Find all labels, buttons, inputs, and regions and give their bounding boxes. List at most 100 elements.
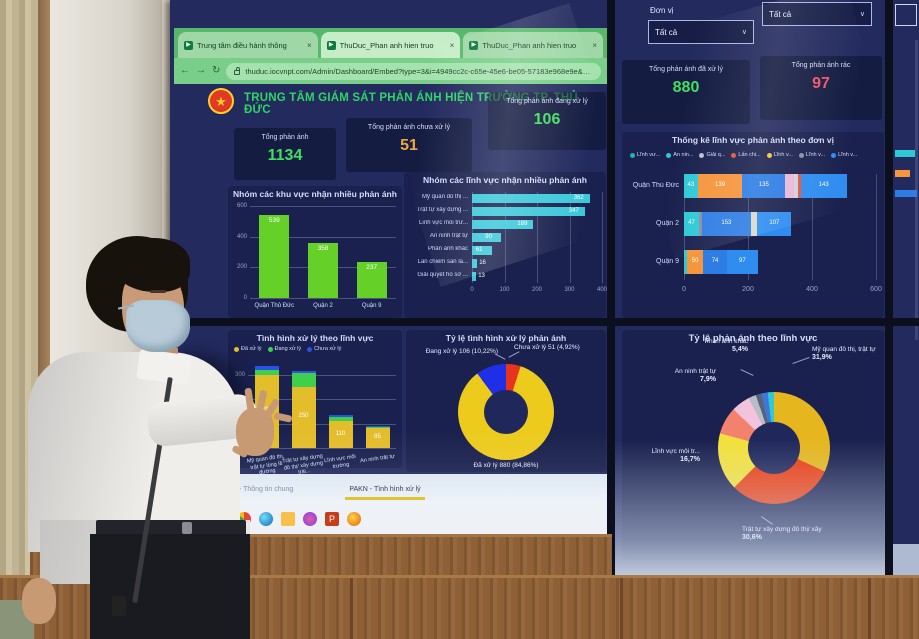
report-page-tab-active[interactable]: PAKN - Tình hình xử lý — [345, 485, 426, 500]
search-icon[interactable] — [200, 514, 210, 524]
stacked-segment[interactable]: 47 — [684, 212, 699, 236]
donut-label: Trật tự xây dựng đô thị/ xây 30,6% — [742, 526, 822, 541]
stacked-segment[interactable] — [798, 174, 801, 198]
start-button-icon[interactable] — [178, 512, 192, 526]
bar[interactable] — [472, 219, 534, 229]
stacked-segment[interactable]: 43 — [684, 174, 698, 198]
close-icon[interactable]: × — [449, 40, 455, 50]
stacked-segment[interactable] — [699, 212, 702, 236]
chart-fields-hbar: Nhóm các lĩnh vực nhận nhiều phản ánh 0 1… — [404, 172, 607, 318]
bar[interactable] — [472, 206, 585, 216]
bar[interactable]: 539 — [259, 215, 290, 298]
category-label: Quận 2 — [313, 303, 333, 309]
stacked-segment[interactable]: 97 — [726, 250, 758, 274]
stacked-bar-plot[interactable]: 0 100 200 300 300 Mỹ quan đô thị, trật tự lòn… — [235, 360, 396, 476]
stacked-segment[interactable] — [328, 414, 353, 418]
legend-item[interactable]: Lấn chi... — [731, 152, 761, 158]
stacked-hbar-plot[interactable]: 0 200 400 600 Quận Thủ Đức 43 139 135 143 Quận 2 4… — [628, 174, 882, 312]
chrome-icon[interactable] — [237, 512, 251, 526]
donut-chart[interactable] — [458, 364, 554, 460]
stacked-segment[interactable]: 153 — [701, 212, 751, 236]
close-icon[interactable]: × — [307, 40, 312, 50]
edge-icon[interactable] — [259, 512, 273, 526]
close-icon[interactable]: × — [592, 40, 598, 50]
firefox-icon[interactable] — [347, 512, 361, 526]
axis-tick: 200 — [236, 264, 247, 271]
legend-item[interactable]: Lĩnh v... — [831, 152, 857, 158]
stacked-segment[interactable] — [684, 250, 688, 274]
gridline — [876, 174, 877, 280]
legend-item[interactable]: Đã xử lý — [234, 346, 262, 352]
forward-icon[interactable]: → — [196, 65, 206, 76]
axis-tick: 0 — [682, 286, 686, 293]
chevron-down-icon: ∨ — [741, 29, 747, 36]
stacked-segment[interactable] — [365, 426, 390, 427]
bar-chart-plot[interactable]: 0 200 400 600 539 Quận Thủ Đức 358 Quận 2 237 Quậ… — [237, 203, 396, 309]
legend-item[interactable]: Lĩnh v... — [766, 152, 793, 158]
photos-icon[interactable] — [303, 512, 317, 526]
bar-value-label: 237 — [366, 263, 378, 271]
bar[interactable] — [472, 245, 492, 255]
stacked-segment[interactable] — [254, 369, 279, 375]
legend-item[interactable]: Lĩnh v... — [798, 152, 825, 158]
donut-chart[interactable] — [718, 392, 830, 504]
stacked-segment[interactable]: 74 — [703, 250, 727, 274]
stacked-segment[interactable]: 135 — [742, 174, 786, 198]
file-explorer-icon[interactable] — [281, 512, 295, 526]
stacked-segment[interactable] — [794, 174, 799, 198]
bar[interactable] — [472, 193, 590, 203]
segment-value: 143 — [818, 182, 829, 188]
hbar-chart-plot[interactable]: 0 100 200 300 400 Mỹ quan đô thị ... 362 Trật t… — [412, 192, 607, 312]
stacked-segment[interactable] — [328, 417, 353, 422]
stacked-segment[interactable]: 139 — [697, 174, 743, 198]
windows-taskbar: P — [170, 504, 607, 534]
stacked-segment[interactable] — [365, 426, 390, 428]
bar[interactable] — [472, 271, 477, 281]
legend-item[interactable]: Đang xử lý — [267, 346, 301, 352]
gridline — [248, 399, 396, 401]
kpi-value: 51 — [400, 137, 418, 154]
field-filter-select[interactable]: Tất cả ∨ — [762, 2, 872, 26]
legend-dot — [307, 346, 313, 352]
report-page-tab[interactable]: … - Thông tin chung — [230, 485, 294, 493]
back-icon[interactable]: ← — [180, 65, 190, 76]
reload-icon[interactable]: ↻ — [212, 65, 221, 76]
gridline — [602, 192, 603, 283]
stacked-segment[interactable]: 250 — [291, 386, 316, 448]
door-column — [50, 0, 162, 520]
stacked-segment[interactable]: 85 — [365, 427, 390, 448]
bar[interactable] — [472, 258, 478, 268]
legend-item[interactable]: Chưa xử lý — [307, 346, 341, 352]
legend-dot — [234, 346, 239, 352]
stacked-segment[interactable] — [254, 366, 279, 370]
stacked-segment[interactable]: 50 — [687, 250, 704, 274]
powerpoint-icon[interactable]: P — [325, 512, 339, 526]
bar[interactable] — [472, 232, 502, 242]
stacked-segment[interactable] — [291, 370, 316, 374]
kpi-resolved: Tổng phản ánh đã xử lý 880 — [622, 60, 750, 124]
bar[interactable]: 358 — [308, 243, 338, 298]
address-field[interactable]: thuduc.iocvnpt.com/Admin/Dashboard/Embed… — [226, 62, 601, 80]
legend-dot — [731, 152, 737, 158]
stacked-segment[interactable] — [750, 212, 758, 236]
browser-tab[interactable]: ▶ ThuDuc_Phan anh hien truo × — [463, 32, 604, 58]
stacked-segment[interactable]: 107 — [757, 212, 792, 236]
stacked-segment[interactable]: 300 — [254, 374, 279, 448]
task-view-icon[interactable] — [218, 513, 229, 525]
legend-item[interactable]: An nin... — [666, 152, 693, 158]
browser-tab[interactable]: ▶ ThuDuc_Phan anh hien truo × — [320, 32, 461, 58]
legend-item[interactable]: Lĩnh vư... — [630, 152, 660, 158]
stacked-segment[interactable] — [291, 373, 316, 387]
axis-tick: 0 — [243, 295, 247, 301]
cabinet-seam — [350, 578, 353, 639]
stacked-segment[interactable]: 143 — [800, 174, 847, 198]
browser-tab[interactable]: ▶ Trung tâm điều hành thông × — [178, 32, 318, 58]
stacked-segment[interactable] — [785, 174, 795, 198]
bar[interactable]: 237 — [356, 261, 387, 298]
legend-item[interactable]: Giải q... — [699, 152, 725, 158]
leader-line — [740, 369, 754, 376]
category-label: Trật tự xây dựng ... — [416, 207, 468, 213]
stacked-segment[interactable]: 110 — [328, 421, 353, 448]
unit-filter-select[interactable]: Tất cả ∨ — [648, 20, 754, 44]
